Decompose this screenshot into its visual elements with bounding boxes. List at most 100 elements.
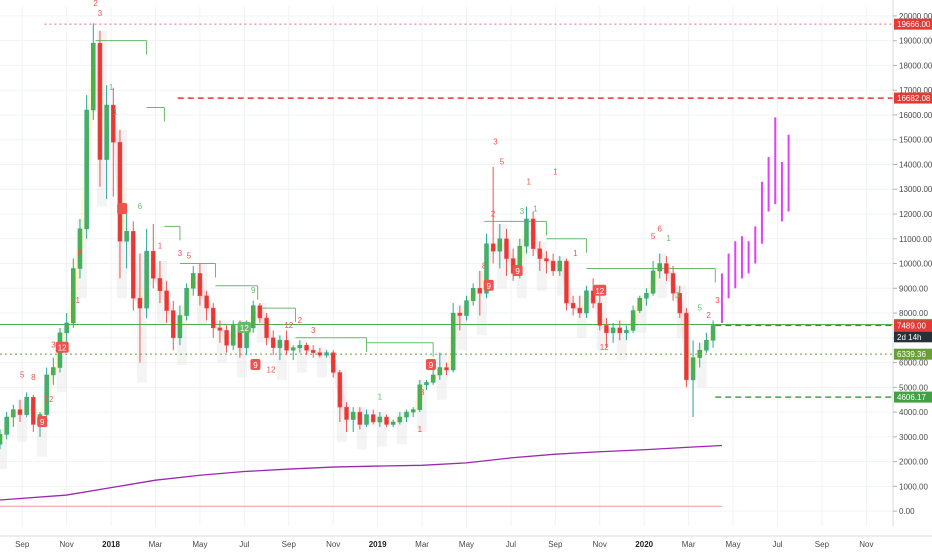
td-label: 1 xyxy=(553,167,558,176)
candle-body xyxy=(544,258,549,262)
candle-body xyxy=(550,260,556,272)
price-tag xyxy=(894,348,932,360)
td-label: 1 xyxy=(666,234,671,243)
candle-body xyxy=(264,317,269,339)
candle-body xyxy=(91,42,96,111)
y-tick-label: 9000.00 xyxy=(899,284,928,293)
td-band xyxy=(396,412,407,445)
candle-body xyxy=(450,312,456,371)
td-band xyxy=(696,342,707,388)
td-band xyxy=(556,256,567,296)
candle-body xyxy=(697,349,702,358)
td-label: 3 xyxy=(51,341,56,350)
x-tick-label: Sep xyxy=(282,540,297,549)
horizontal-levels xyxy=(0,23,893,507)
candle-body xyxy=(397,416,403,423)
candle-body xyxy=(470,288,476,301)
candle-body xyxy=(384,416,389,425)
td-band xyxy=(536,241,547,291)
candle-body xyxy=(151,250,156,279)
candle-body xyxy=(430,374,436,383)
x-tick-label: 2018 xyxy=(102,540,120,549)
candle-body xyxy=(350,411,356,420)
candle-body xyxy=(11,409,16,418)
candle-body xyxy=(304,344,309,351)
candle-body xyxy=(171,310,176,339)
candle-body xyxy=(424,382,429,386)
x-tick-label: Jul xyxy=(772,540,782,549)
td-label: 6 xyxy=(658,224,663,233)
td-band xyxy=(276,335,287,380)
candle-body xyxy=(524,218,529,247)
price-tag xyxy=(894,18,932,30)
candle-body xyxy=(497,238,503,252)
candle-body xyxy=(117,141,123,242)
candle-body xyxy=(637,297,643,311)
td-label: 3 xyxy=(178,249,183,258)
candle-body xyxy=(137,297,143,309)
candle-body xyxy=(584,290,589,314)
candle-body xyxy=(84,109,89,230)
x-tick-label: Nov xyxy=(60,540,74,549)
td-band xyxy=(496,223,507,289)
x-tick-label: Sep xyxy=(815,540,830,549)
td-label: 3 xyxy=(715,296,720,305)
td-label: 8 xyxy=(482,261,487,270)
candle-body xyxy=(71,268,76,324)
td-band xyxy=(36,412,47,457)
candle-body xyxy=(457,312,463,316)
candle-body xyxy=(504,238,509,259)
td-label: 6 xyxy=(138,202,143,211)
x-tick-label: Nov xyxy=(593,540,607,549)
td-label: 1 xyxy=(158,242,163,251)
y-tick-label: 5000.00 xyxy=(899,383,928,392)
candle-body xyxy=(484,243,489,294)
td-label: 5 xyxy=(698,304,703,313)
td-label: 2 xyxy=(491,209,496,218)
td-band xyxy=(216,320,227,363)
y-tick-label: 6000.00 xyxy=(899,359,928,368)
y-tick-label: 19000.00 xyxy=(899,37,932,46)
y-tick-label: 10000.00 xyxy=(899,260,932,269)
candle-body xyxy=(204,295,209,309)
candle-body xyxy=(284,340,289,351)
candle-body xyxy=(677,292,682,314)
candle-body xyxy=(464,300,469,316)
td-label: 5 xyxy=(20,370,25,379)
candle-body xyxy=(577,307,583,314)
y-tick-label: 2000.00 xyxy=(899,458,928,467)
count-badge xyxy=(117,203,128,215)
td-label: 5 xyxy=(187,252,192,261)
candle-body xyxy=(124,231,129,242)
x-tick-label: May xyxy=(192,540,207,549)
td-label: 3 xyxy=(98,9,103,18)
candle-body xyxy=(257,305,263,319)
count-badge-label: 9 xyxy=(429,361,434,370)
y-tick-label: 14000.00 xyxy=(899,160,932,169)
count-badge xyxy=(593,284,607,296)
candle-body xyxy=(597,302,603,326)
td-label: 3 xyxy=(311,326,316,335)
candle-body xyxy=(297,344,303,348)
td-label: 1 xyxy=(76,296,81,305)
candle-body xyxy=(690,357,696,381)
ma-line xyxy=(0,444,722,501)
candle-body xyxy=(330,352,336,373)
candle-body xyxy=(191,273,196,289)
price-tag xyxy=(894,331,932,343)
x-tick-label: Sep xyxy=(15,540,30,549)
candle-body xyxy=(177,315,183,339)
candle-body xyxy=(337,372,343,408)
td-band xyxy=(616,320,627,361)
candle-body xyxy=(4,416,9,435)
td-band xyxy=(656,253,667,299)
candle-body xyxy=(530,218,536,249)
td-band xyxy=(16,399,27,442)
count-badge-label: 9 xyxy=(253,361,258,370)
count-badge xyxy=(483,279,494,291)
candle-body xyxy=(164,290,169,311)
moving-average xyxy=(0,444,722,501)
td-label: 1 xyxy=(533,205,538,214)
